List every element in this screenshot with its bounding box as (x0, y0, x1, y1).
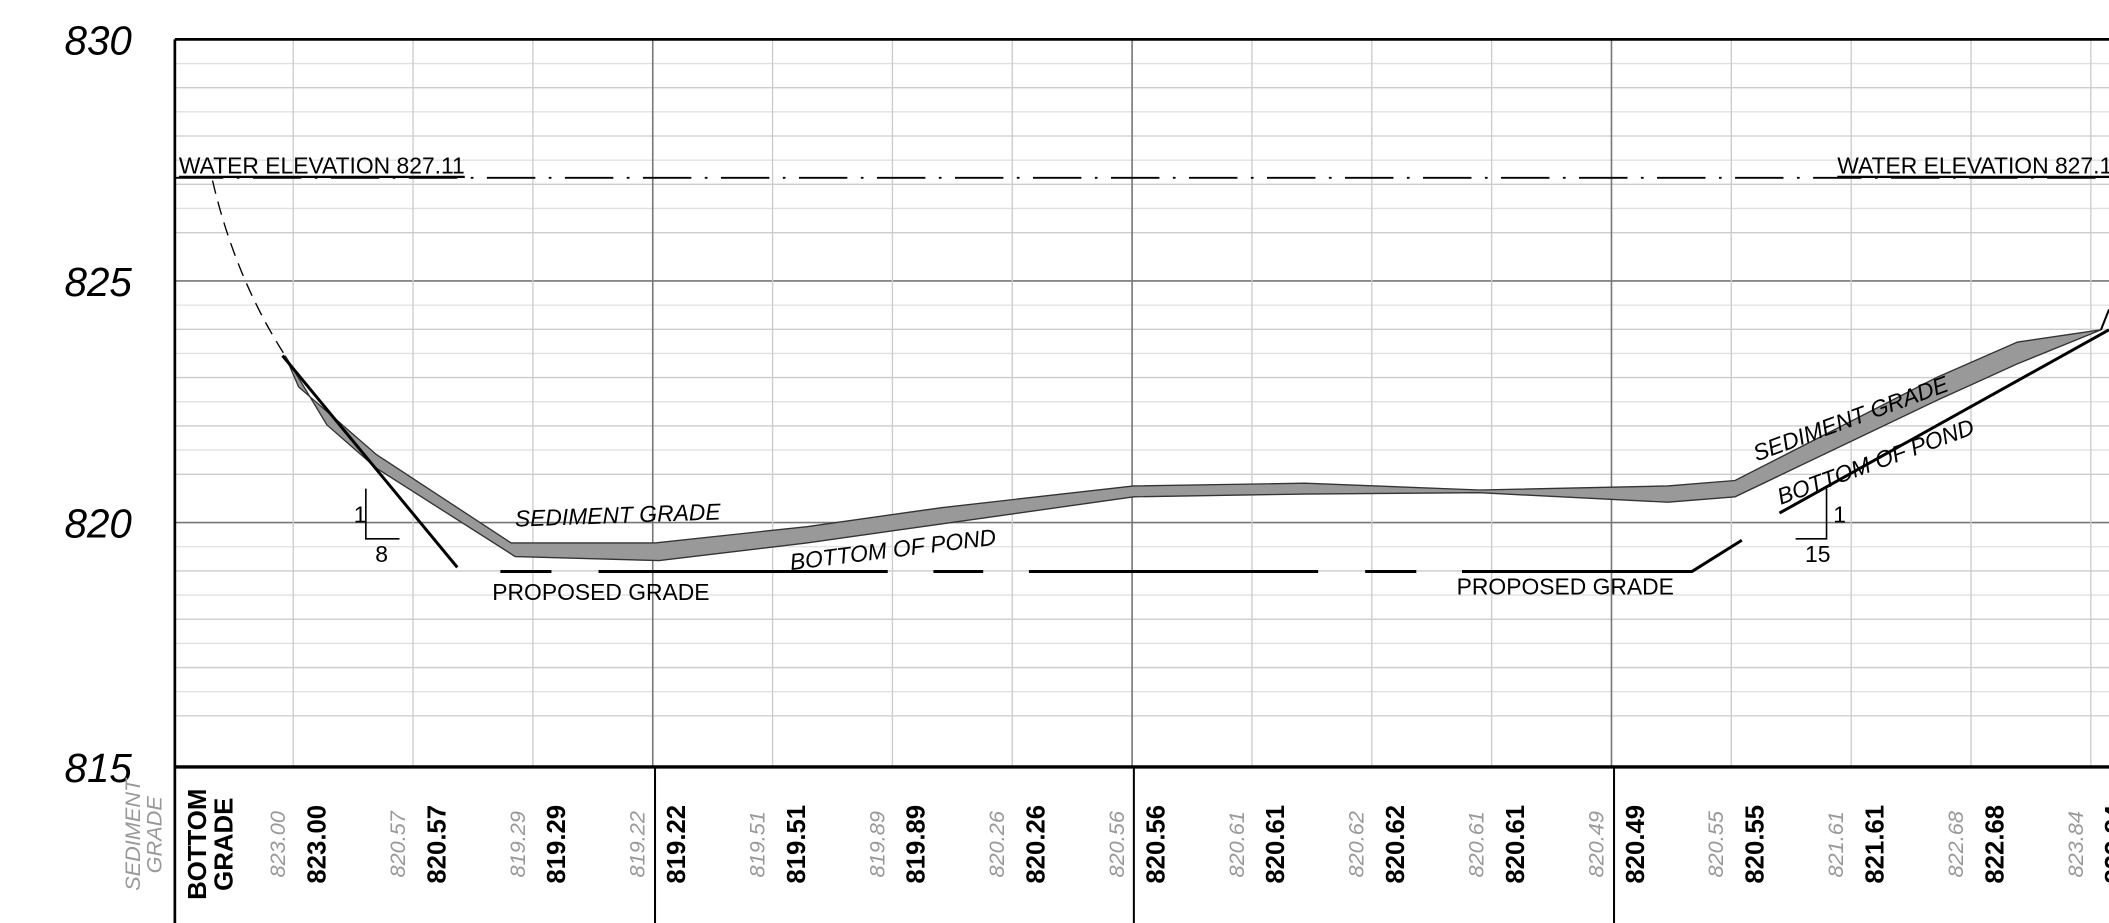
proposed-slope (281, 354, 459, 569)
bottom-value: 820.55 (1742, 805, 1770, 884)
row-label: GRADE (211, 798, 239, 891)
y-label: 825 (65, 259, 133, 305)
row-label: SEDIMENT (120, 777, 145, 891)
proposed-label: PROPOSED GRADE (1457, 573, 1674, 599)
slope-marker (1795, 488, 1828, 540)
bottom-value: 819.51 (783, 805, 811, 884)
bottom-value: 820.61 (1262, 805, 1290, 884)
slope-rise: 1 (1833, 501, 1846, 527)
slope-run: 8 (375, 541, 388, 567)
existing-ground (2099, 309, 2109, 331)
bottom-value: 820.61 (1502, 805, 1530, 884)
sediment-value: 822.68 (1943, 811, 1968, 877)
sediment-value: 821.61 (1823, 811, 1848, 877)
sediment-value: 819.89 (864, 811, 889, 877)
bottom-value: 820.49 (1622, 805, 1650, 884)
sediment-value: 823.84 (2063, 811, 2088, 877)
bottom-value: 819.89 (903, 805, 931, 884)
bottom-value: 823.00 (304, 805, 332, 884)
slope-marker (365, 488, 400, 540)
bottom-value: 820.57 (423, 805, 451, 884)
sediment-value: 820.49 (1583, 811, 1608, 877)
slope-rise: 1 (354, 501, 367, 527)
proposed-grade (500, 538, 1743, 573)
sediment-value: 820.61 (1224, 811, 1249, 877)
existing-ground (211, 180, 286, 356)
slope-run: 15 (1805, 541, 1830, 567)
sediment-value: 819.29 (505, 811, 530, 877)
bottom-value: 820.26 (1023, 805, 1051, 884)
sediment-value: 823.00 (265, 811, 290, 877)
row-label: BOTTOM (184, 789, 212, 900)
proposed-slope (1778, 328, 2109, 515)
bottom-value: 820.62 (1382, 805, 1410, 884)
y-label: 815 (65, 745, 133, 791)
row-label: GRADE (141, 796, 166, 874)
proposed-label: PROPOSED GRADE (492, 579, 709, 605)
grid (174, 39, 2109, 767)
sediment-value: 820.55 (1703, 810, 1728, 877)
water-label: WATER ELEVATION 827.11 (179, 153, 465, 179)
sediment-value: 820.61 (1464, 811, 1489, 877)
y-label: 830 (65, 17, 133, 63)
bottom-value: 819.22 (663, 805, 691, 884)
sediment-value: 820.26 (984, 810, 1009, 877)
sediment-label: SEDIMENT GRADE (514, 498, 721, 531)
bottom-value: 823.84 (2101, 804, 2109, 884)
sediment-value: 820.57 (385, 810, 410, 877)
sediment-value: 819.51 (745, 811, 770, 877)
sediment-value: 820.56 (1104, 810, 1129, 877)
sediment-value: 820.62 (1344, 811, 1369, 877)
bottom-value: 822.68 (1981, 805, 2009, 884)
bottom-value: 821.61 (1862, 805, 1890, 884)
sediment-value: 819.22 (625, 811, 650, 877)
water-label: WATER ELEVATION 827.11 (1837, 153, 2109, 179)
y-label: 820 (65, 500, 133, 546)
bottom-value: 820.56 (1142, 805, 1170, 884)
bottom-value: 819.29 (543, 805, 571, 884)
